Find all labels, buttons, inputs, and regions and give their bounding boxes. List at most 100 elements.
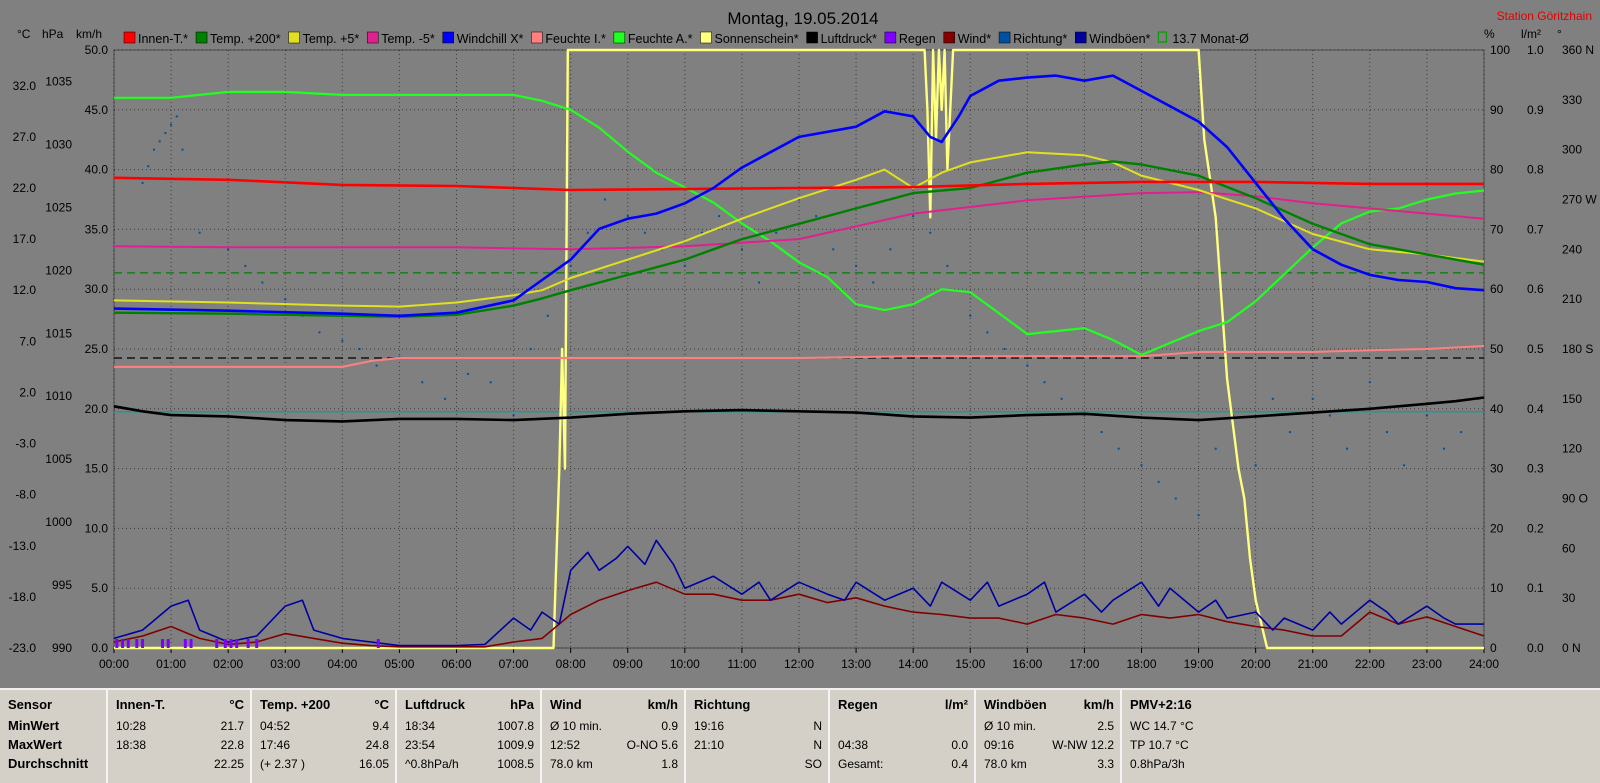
stats-temp200-max-value: 24.8	[365, 737, 389, 752]
stats-innen-header: Innen-T.	[116, 697, 166, 712]
x-tick-label: 05:00	[384, 657, 414, 671]
legend-swatch	[195, 31, 208, 44]
direction-point	[341, 339, 344, 342]
direction-point	[1460, 431, 1463, 434]
x-tick-label: 10:00	[670, 657, 700, 671]
direction-point	[421, 381, 424, 384]
series-line-luftdruck	[113, 396, 1485, 423]
wind-tick-label: 40.0	[85, 163, 109, 177]
temp-tick-label: 27.0	[13, 130, 37, 144]
stats-windboeen-avg-value: 3.3	[1097, 756, 1114, 771]
direction-tick-label: 300	[1562, 143, 1582, 157]
x-tick-label: 22:00	[1355, 657, 1385, 671]
rain-tick-label: 0.6	[1527, 282, 1544, 296]
stats-luftdruck-max-time: 23:54	[405, 737, 436, 752]
legend-label: Sonnenschein*	[714, 32, 798, 46]
direction-point	[1157, 480, 1160, 483]
direction-point	[946, 264, 949, 267]
x-tick-label: 01:00	[156, 657, 186, 671]
legend-item: 13.7 Monat-Ø	[1157, 31, 1249, 46]
series-line-feuchte_i	[114, 345, 1485, 368]
stats-temp200-max-time: 17:46	[260, 737, 291, 752]
legend-label: Richtung*	[1013, 32, 1067, 46]
direction-point	[1443, 447, 1446, 450]
pressure-tick-label: 1025	[45, 200, 72, 214]
humidity-tick-label: 70	[1490, 222, 1504, 236]
stats-richtung-max-time: 21:10	[694, 737, 725, 752]
rain-mark	[229, 639, 233, 648]
wind-tick-label: 50.0	[85, 43, 109, 57]
direction-point	[586, 231, 589, 234]
wind-tick-label: 20.0	[85, 402, 109, 416]
legend-swatch	[442, 31, 454, 44]
stats-innen-unit: °C	[229, 697, 244, 712]
direction-tick-label: 120	[1562, 442, 1582, 456]
temp-tick-label: -18.0	[9, 590, 37, 604]
legend-item: Regen	[884, 31, 936, 46]
stats-sensor-column: Sensor MinWert MaxWert Durchschnitt	[0, 690, 108, 783]
direction-tick-label: 60	[1562, 541, 1576, 555]
legend-label: Windchill X*	[457, 32, 524, 46]
direction-point	[1117, 447, 1120, 450]
direction-point	[375, 364, 378, 367]
series-line-windboeen	[113, 539, 1484, 647]
temp-tick-label: 2.0	[19, 385, 36, 399]
x-tick-label: 16:00	[1012, 657, 1042, 671]
direction-point	[152, 148, 155, 151]
wind-axis-unit: km/h	[76, 27, 102, 41]
wind-tick-label: 25.0	[85, 342, 109, 356]
rain-tick-label: 0.2	[1527, 521, 1544, 535]
legend-swatch	[1157, 31, 1168, 43]
stats-richtung-min-value: N	[813, 718, 822, 733]
stats-regen-max-time: 04:38	[838, 737, 869, 752]
rain-mark	[376, 639, 380, 648]
direction-point	[1288, 431, 1291, 434]
legend-item: Sonnenschein*	[700, 31, 799, 46]
rain-mark	[115, 639, 119, 648]
direction-point	[758, 281, 761, 284]
stats-richtung-column: Richtung 19:16 N 21:10 N SO	[686, 690, 830, 783]
direction-point	[700, 231, 703, 234]
direction-point	[1174, 497, 1177, 500]
stats-regen-column: Regen l/m² 04:38 0.0 Gesamt: 0.4	[830, 690, 976, 783]
direction-tick-label: 210	[1562, 292, 1582, 306]
stats-regen-header: Regen	[838, 697, 878, 712]
legend-label: Regen	[899, 32, 936, 46]
stats-windboeen-max-time: 09:16	[984, 737, 1015, 752]
legend-swatch	[613, 31, 626, 44]
wind-tick-label: 5.0	[91, 581, 108, 595]
wind-tick-label: 0.0	[91, 641, 108, 655]
x-tick-label: 13:00	[841, 657, 871, 671]
wind-tick-label: 45.0	[85, 103, 109, 117]
wind-tick-label: 15.0	[85, 462, 109, 476]
x-tick-label: 17:00	[1069, 657, 1099, 671]
temp-tick-label: 12.0	[13, 283, 37, 297]
direction-point	[1083, 414, 1086, 417]
rain-tick-label: 0.0	[1527, 641, 1544, 655]
stats-regen-unit: l/m²	[944, 697, 968, 712]
stats-wind-avg10-value: 0.9	[661, 718, 678, 733]
direction-tick-label: 0 N	[1562, 641, 1581, 655]
rain-mark	[126, 639, 130, 648]
temp-tick-label: -23.0	[9, 641, 37, 655]
direction-point	[1403, 464, 1406, 467]
legend-label: Temp. +200*	[210, 32, 281, 46]
x-tick-label: 21:00	[1298, 657, 1328, 671]
humidity-tick-label: 100	[1490, 43, 1510, 57]
x-tick-label: 15:00	[955, 657, 985, 671]
stats-luftdruck-unit: hPa	[510, 697, 534, 712]
stats-pmv-column: PMV+2:16 WC 14.7 °C TP 10.7 °C 0.8hPa/3h	[1122, 690, 1600, 783]
series-line-wind	[113, 581, 1485, 648]
stats-pmv-pressure-trend: 0.8hPa/3h	[1130, 756, 1185, 771]
x-tick-label: 12:00	[784, 657, 814, 671]
stats-windboeen-max-value: W-NW 12.2	[1052, 737, 1114, 752]
direction-point	[141, 181, 144, 184]
direction-point	[832, 248, 835, 251]
stats-panel: Sensor MinWert MaxWert Durchschnitt Inne…	[0, 688, 1600, 783]
legend-label: Windböen*	[1089, 32, 1150, 46]
stats-windboeen-avg10-value: 2.5	[1097, 718, 1114, 733]
direction-point	[775, 231, 778, 234]
direction-point	[147, 165, 150, 168]
direction-point	[626, 215, 629, 218]
direction-axis-unit: °	[1557, 27, 1562, 41]
